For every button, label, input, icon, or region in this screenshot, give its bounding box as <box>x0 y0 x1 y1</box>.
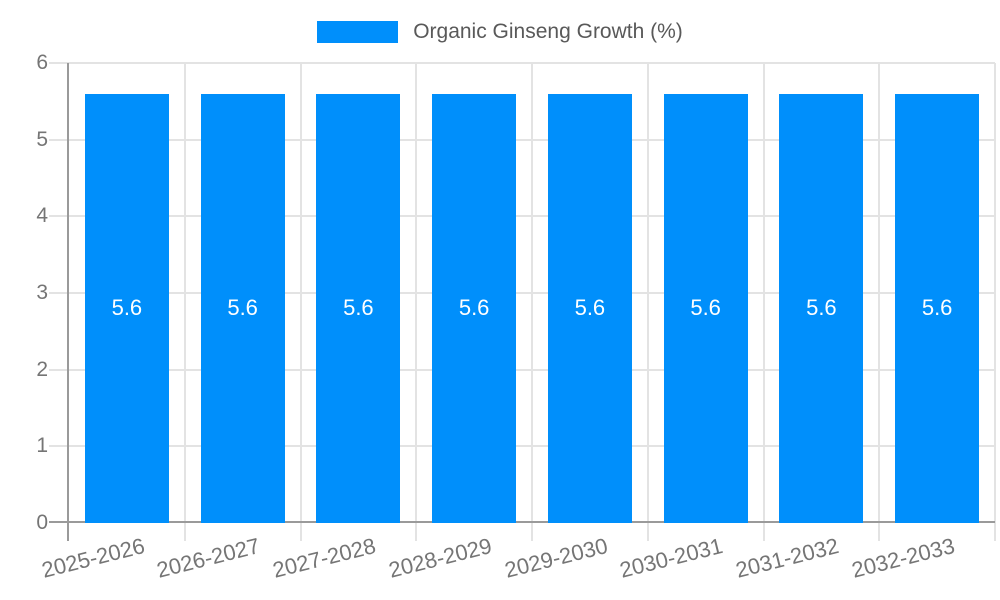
x-axis-tick-label: 2026-2027 <box>154 533 263 583</box>
bar <box>663 93 748 523</box>
x-gridline <box>646 63 649 541</box>
x-gridline <box>878 63 881 541</box>
y-axis-tick-label: 0 <box>36 511 48 534</box>
y-axis-tick-label: 3 <box>36 281 48 304</box>
x-axis-line <box>49 521 995 523</box>
bar-value-label: 5.6 <box>921 295 953 321</box>
bar-value-label: 5.6 <box>574 295 606 321</box>
bar <box>316 93 401 523</box>
legend-swatch <box>317 21 399 43</box>
x-axis-tick-label: 2032-2033 <box>849 533 958 583</box>
y-axis-tick-label: 6 <box>36 51 48 74</box>
y-axis-line <box>67 63 69 541</box>
plot-area: 0 1 2 3 4 5 6 5.6 2025-2026 5.6 2026-2027 5.6 2027-2… <box>36 51 996 583</box>
x-gridline <box>299 63 302 541</box>
bar <box>200 93 285 523</box>
y-gridline <box>49 62 995 64</box>
y-gridline <box>49 292 995 294</box>
bar-value-label: 5.6 <box>806 295 837 321</box>
x-gridline <box>994 63 996 541</box>
bar-value-label: 5.6 <box>227 295 258 321</box>
bar-value-label: 5.6 <box>343 295 374 321</box>
bar <box>84 93 169 523</box>
x-axis-tick-label: 2025-2026 <box>38 533 147 583</box>
x-axis-tick-label: 2028-2029 <box>386 533 495 583</box>
y-gridline <box>49 138 995 141</box>
x-gridline <box>762 63 765 541</box>
y-axis-tick-label: 5 <box>36 127 48 151</box>
chart-legend: Organic Ginseng Growth (%) <box>0 20 1000 44</box>
bar <box>547 93 632 523</box>
x-gridline <box>415 63 418 541</box>
bar <box>432 93 517 523</box>
x-gridline <box>183 63 186 541</box>
legend-label: Organic Ginseng Growth (%) <box>413 20 683 43</box>
x-axis-tick-label: 2031-2032 <box>733 533 842 583</box>
y-axis-tick-label: 1 <box>36 434 48 458</box>
x-axis-tick-label: 2030-2031 <box>617 533 726 583</box>
x-axis-tick-label: 2027-2028 <box>270 533 379 583</box>
y-axis-tick-label: 4 <box>36 204 48 228</box>
bar-value-label: 5.6 <box>458 295 490 321</box>
y-gridline <box>49 368 995 371</box>
y-gridline <box>49 215 995 218</box>
y-gridline <box>49 445 995 448</box>
x-gridline <box>531 63 533 541</box>
bar <box>895 93 980 523</box>
y-axis-tick-label: 2 <box>36 357 48 381</box>
x-axis-tick-label: 2029-2030 <box>501 533 610 583</box>
bar-value-label: 5.6 <box>690 295 721 321</box>
bar-value-label: 5.6 <box>111 295 143 321</box>
bar <box>779 93 864 523</box>
